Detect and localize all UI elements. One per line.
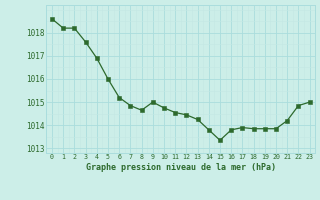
X-axis label: Graphe pression niveau de la mer (hPa): Graphe pression niveau de la mer (hPa) (86, 163, 276, 172)
